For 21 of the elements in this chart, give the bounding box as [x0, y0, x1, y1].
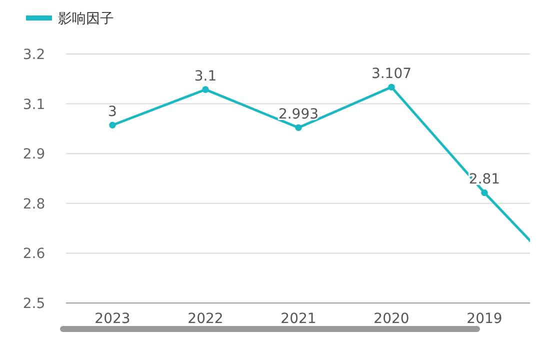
text: 3: [108, 104, 117, 120]
x-tick-label: 2022: [188, 311, 224, 327]
y-tick-label: 2.8: [22, 196, 46, 212]
legend-label: 影响因子: [58, 11, 114, 27]
x-tick-label: 2019: [466, 311, 502, 327]
point: [481, 189, 488, 196]
x-tick-label: 2021: [280, 311, 316, 327]
text: 2.993: [278, 106, 319, 123]
y-tick-label: 2.6: [22, 246, 46, 262]
y-tick-label: 3.1: [22, 96, 46, 113]
x-tick-label: 2023: [94, 311, 130, 327]
text: 3.1: [194, 68, 217, 85]
point: [202, 86, 209, 93]
text: 3.107: [371, 66, 412, 82]
y-tick-label: 2.9: [22, 146, 46, 163]
y-tick-label: 3.2: [22, 47, 46, 63]
x-tick-label: 2020: [374, 311, 410, 327]
point: [388, 84, 395, 90]
y-tick-label: 2.5: [22, 296, 46, 312]
point: [109, 122, 116, 129]
point: [295, 124, 302, 132]
